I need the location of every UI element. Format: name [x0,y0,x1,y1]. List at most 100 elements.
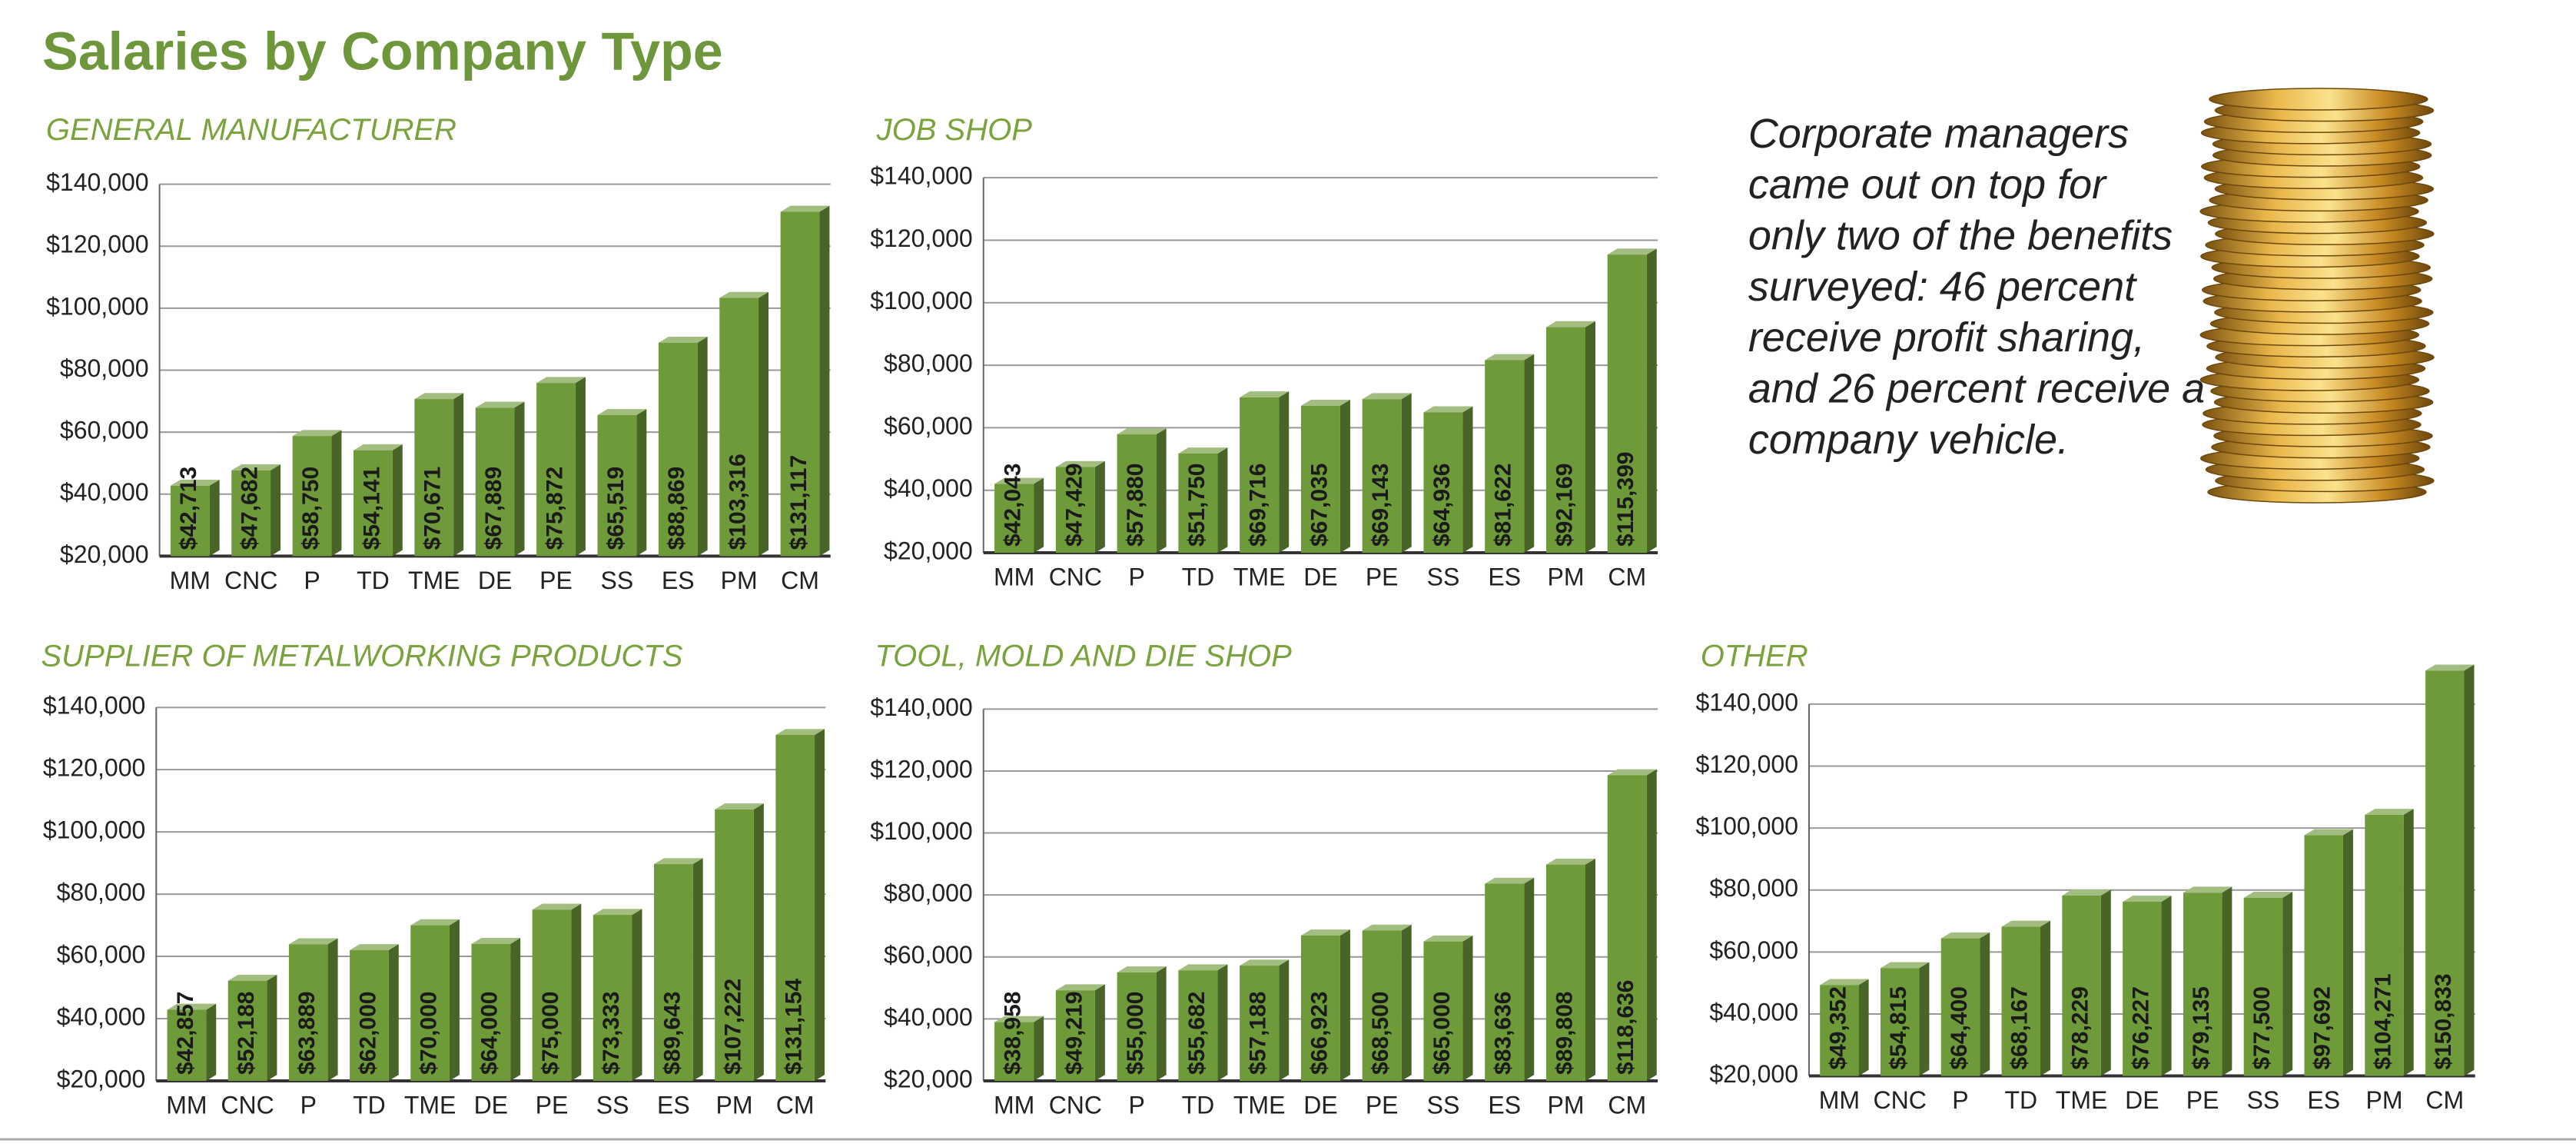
bar-side [632,909,642,1081]
coin-stack [2199,88,2435,504]
bar-top [1362,924,1412,931]
bar-top [1117,428,1167,435]
value-label: $47,682 [237,467,263,550]
value-label: $77,500 [2249,986,2275,1069]
bar-side [1217,447,1228,554]
y-tick-label: $100,000 [46,292,148,320]
value-label: $83,636 [1491,992,1516,1075]
chart-subtitle: TOOL, MOLD AND DIE SHOP [875,640,1292,673]
x-tick-label: MM [166,1091,207,1119]
y-tick-label: $20,000 [60,540,149,568]
bar [597,414,637,557]
bar-top [780,205,830,212]
value-label: $54,141 [359,467,384,550]
bar-top [1240,959,1290,966]
x-tick-label: ES [2307,1086,2340,1114]
bar [658,342,698,557]
bar-top [1545,858,1595,865]
bar [1300,935,1340,1081]
bar-side [571,903,582,1081]
bar [1423,412,1463,554]
value-label: $73,333 [599,992,624,1075]
y-tick-label: $60,000 [1709,936,1798,964]
x-tick-label: TME [1233,1091,1286,1119]
value-label: $70,671 [420,467,446,550]
y-tick-label: $120,000 [46,231,148,258]
value-label: $103,316 [725,454,751,550]
value-label: $118,636 [1613,979,1638,1074]
bar-top [2304,829,2353,836]
bar [1240,397,1280,554]
bar [170,485,210,557]
bar-side [1585,858,1595,1081]
x-tick-label: DE [2125,1086,2159,1114]
bar-side [388,944,399,1081]
note-line: came out on top for [1748,161,2107,208]
y-tick-label: $120,000 [43,754,145,782]
bar-side [1401,393,1412,554]
bar [719,298,759,557]
value-label: $104,271 [2370,973,2395,1069]
x-tick-label: PE [1366,563,1399,590]
bar-top [597,409,647,415]
value-label: $52,188 [234,992,259,1075]
chart-subtitle: SUPPLIER OF METALWORKING PRODUCTS [41,640,683,673]
bar [1240,966,1280,1081]
note-line: only two of the benefits [1748,213,2173,259]
bar-top [653,858,703,865]
x-tick-label: CNC [224,567,277,594]
value-label: $69,143 [1368,464,1393,547]
y-tick-label: $40,000 [884,474,973,502]
value-label: $81,622 [1491,464,1516,547]
x-tick-label: ES [657,1091,690,1119]
bar-side [1217,964,1228,1081]
bar-top [1178,447,1228,454]
x-tick-label: P [304,567,320,594]
bar-top [1423,935,1473,942]
value-label: $58,750 [298,467,324,550]
x-tick-label: SS [2247,1086,2280,1114]
bar-top [1300,929,1350,936]
value-label: $88,869 [664,467,689,550]
bar [2183,893,2222,1076]
bar [350,949,389,1081]
y-tick-label: $80,000 [884,879,973,907]
note-line: receive profit sharing, [1748,314,2145,361]
bar-side [327,938,338,1081]
x-tick-label: DE [478,567,512,594]
bar-side [1401,924,1412,1081]
value-label: $68,500 [1368,992,1393,1075]
bar [593,915,632,1081]
y-tick-label: $120,000 [1696,750,1798,778]
bar-side [1034,477,1044,554]
bar-side [271,464,281,557]
x-tick-label: P [1952,1086,1968,1114]
chart-subtitle: OTHER [1701,640,1808,673]
bar-side [1279,391,1290,554]
bar-side [209,479,220,557]
bar-top [471,938,521,944]
bar-top [1485,877,1535,884]
x-tick-label: CM [781,567,819,594]
value-label: $64,000 [477,992,503,1075]
bar-top [715,803,764,810]
bar-top [719,291,769,298]
x-tick-label: PM [716,1091,753,1119]
x-tick-label: TME [1233,563,1286,590]
bar [353,450,393,557]
x-tick-label: TD [357,567,390,594]
bar-side [1156,428,1167,554]
bar-side [1524,354,1535,554]
bar-top [536,377,586,384]
value-label: $89,643 [659,992,685,1075]
y-tick-label: $60,000 [60,417,149,444]
bar-side [2161,896,2172,1076]
bar-top [2243,892,2293,898]
x-tick-label: SS [1427,563,1460,590]
bar [227,980,267,1081]
bar-top [1055,460,1105,467]
value-label: $64,936 [1429,464,1455,547]
bar-side [2040,920,2050,1076]
note-line: Corporate managers [1748,111,2129,157]
bar-side [514,401,525,557]
